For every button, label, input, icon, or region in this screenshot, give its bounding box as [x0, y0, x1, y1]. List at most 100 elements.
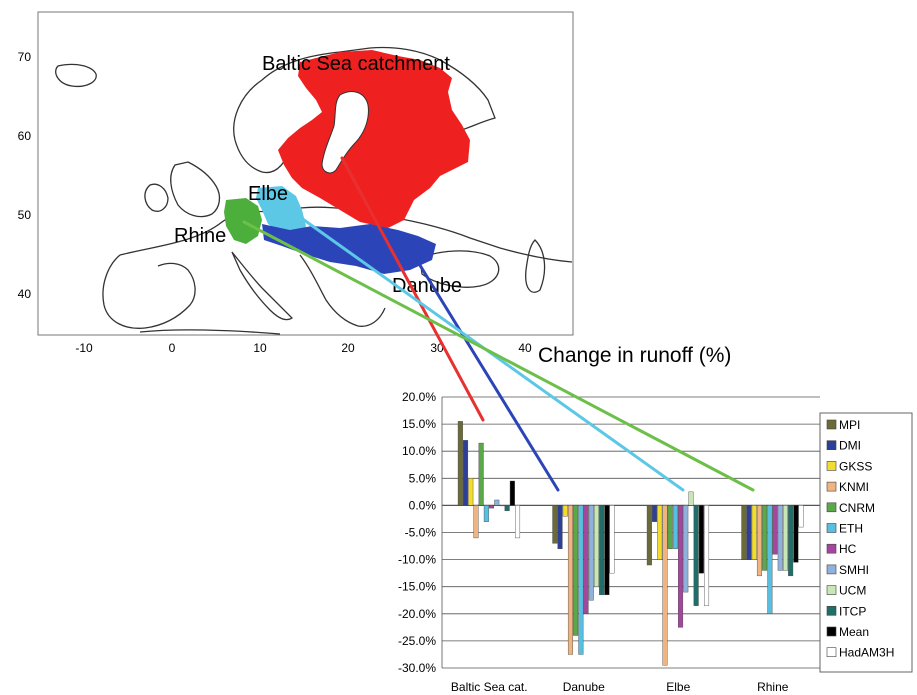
- map-y-tick: 70: [18, 50, 32, 64]
- bar-itcp: [788, 505, 794, 577]
- legend-label-hadam3h: HadAM3H: [839, 646, 894, 660]
- legend-label-cnrm: CNRM: [839, 501, 875, 515]
- bar-ucm: [688, 491, 694, 506]
- bar-mean: [698, 505, 704, 574]
- bar-knmi: [567, 505, 573, 655]
- legend-label-dmi: DMI: [839, 439, 861, 453]
- caspian-coastline: [525, 239, 546, 293]
- bar-ucm: [499, 505, 505, 507]
- connector-rhine: [242, 220, 755, 492]
- legend-swatch-hc: [826, 543, 837, 554]
- bar-hc: [678, 505, 684, 628]
- bar-itcp: [504, 505, 510, 512]
- y-tick-label: 5.0%: [409, 471, 437, 485]
- y-tick-label: -10.0%: [398, 553, 436, 567]
- y-tick-label: 15.0%: [402, 417, 436, 431]
- x-tick-label: Baltic Sea cat.: [451, 680, 528, 694]
- ireland-coastline: [144, 183, 169, 212]
- legend-label-gkss: GKSS: [839, 459, 872, 473]
- y-tick-label: -25.0%: [398, 634, 436, 648]
- connector-danube: [416, 260, 560, 492]
- bar-hc: [772, 505, 778, 555]
- x-tick-label: Rhine: [757, 680, 789, 694]
- y-tick-label: -20.0%: [398, 607, 436, 621]
- bar-cnrm: [573, 505, 579, 636]
- map-y-tick: 40: [18, 287, 32, 301]
- legend-swatch-itcp: [826, 605, 837, 616]
- connector-lines: [242, 156, 755, 492]
- bar-eth: [672, 505, 678, 549]
- legend-swatch-hadam3h: [826, 647, 837, 658]
- y-tick-label: 20.0%: [402, 390, 436, 404]
- map-x-tick: -10: [75, 341, 93, 355]
- bar-cnrm: [667, 505, 673, 549]
- legend-swatch-smhi: [826, 564, 837, 575]
- bar-dmi: [746, 505, 752, 560]
- bar-dmi: [652, 505, 658, 522]
- bar-hadam3h: [704, 505, 710, 606]
- bar-itcp: [599, 505, 605, 596]
- balkans-coastline: [299, 254, 386, 327]
- runoff-bar-chart: Change in runoff (%) 20.0% 15.0% 10.0% 5.0%…: [398, 344, 913, 694]
- bar-knmi: [662, 505, 668, 666]
- legend-label-mean: Mean: [839, 625, 869, 639]
- legend-swatch-dmi: [826, 440, 837, 451]
- bar-hadam3h: [515, 505, 521, 539]
- chart-title: Change in runoff (%): [538, 344, 731, 367]
- black-sea-coastline: [419, 250, 500, 288]
- legend-label-smhi: SMHI: [839, 563, 869, 577]
- bar-mpi: [457, 421, 463, 506]
- bar-cnrm: [478, 442, 484, 506]
- legend-label-eth: ETH: [839, 522, 863, 536]
- bar-mpi: [552, 505, 558, 544]
- legend-label-ucm: UCM: [839, 584, 866, 598]
- bar-mean: [793, 505, 799, 563]
- legend-label-mpi: MPI: [839, 418, 860, 432]
- bar-mean: [509, 480, 515, 506]
- y-tick-label: -5.0%: [405, 526, 437, 540]
- y-tick-label: -30.0%: [398, 661, 436, 675]
- iberia-coastline: [102, 254, 196, 329]
- map-x-tick: 0: [169, 341, 176, 355]
- legend-label-hc: HC: [839, 542, 857, 556]
- bar-knmi: [756, 505, 762, 577]
- bar-ucm: [593, 505, 599, 587]
- bar-eth: [767, 505, 773, 614]
- x-tick-label: Elbe: [666, 680, 690, 694]
- british-isles-coastline: [170, 161, 221, 218]
- bar-eth: [483, 505, 489, 522]
- danube-region: [262, 224, 436, 274]
- bar-mean: [604, 505, 610, 596]
- bar-dmi: [463, 440, 469, 506]
- legend-swatch-mpi: [826, 419, 837, 430]
- elbe-region: [256, 186, 306, 238]
- legend-swatch-knmi: [826, 481, 837, 492]
- bar-hc: [489, 505, 495, 509]
- bar-smhi: [777, 505, 783, 571]
- label-elbe: Elbe: [248, 183, 288, 205]
- bar-hadam3h: [798, 505, 804, 528]
- bar-gkss: [751, 505, 757, 560]
- bar-smhi: [494, 499, 500, 506]
- bar-hadam3h: [609, 505, 615, 574]
- bar-hc: [583, 505, 589, 614]
- bar-smhi: [588, 505, 594, 601]
- map-x-tick: 30: [430, 341, 444, 355]
- bar-knmi: [473, 505, 479, 539]
- bar-gkss: [562, 505, 568, 517]
- map-y-axis: 70 60 50 40: [18, 50, 32, 301]
- bar-cnrm: [762, 505, 768, 571]
- label-baltic-catchment: Baltic Sea catchment: [262, 53, 450, 75]
- bar-gkss: [657, 505, 663, 560]
- bar-ucm: [782, 505, 788, 571]
- baltic-catchment-region: [278, 50, 470, 228]
- legend-swatch-eth: [826, 523, 837, 533]
- bar-mpi: [646, 505, 652, 566]
- map-x-tick: 20: [341, 341, 355, 355]
- connector-baltic: [340, 156, 485, 422]
- italy-coastline: [231, 251, 294, 321]
- chart-x-axis: Baltic Sea cat. Danube Elbe Rhine: [451, 680, 789, 694]
- y-tick-label: -15.0%: [398, 580, 436, 594]
- x-tick-label: Danube: [563, 680, 605, 694]
